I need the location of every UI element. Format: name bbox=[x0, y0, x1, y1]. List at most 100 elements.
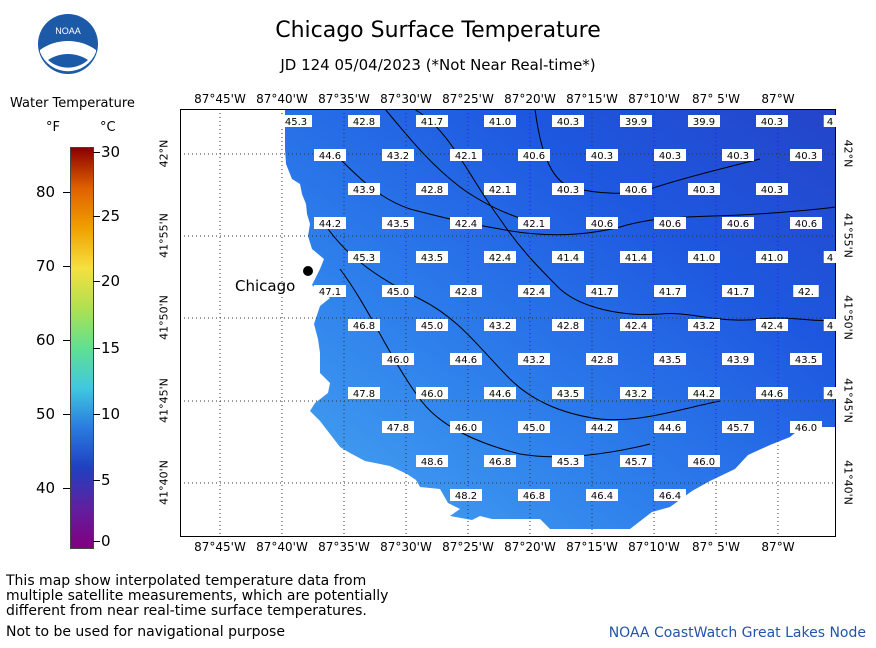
temperature-label-box bbox=[518, 421, 550, 433]
temperature-label: 44.2 bbox=[319, 219, 341, 230]
temperature-label-box bbox=[688, 183, 720, 195]
legend-c-tick: 10 bbox=[101, 405, 121, 423]
temperature-label-box bbox=[688, 319, 720, 331]
longitude-label-top: 87°W bbox=[761, 92, 795, 106]
temperature-label: 40.6 bbox=[523, 151, 545, 162]
temperature-label-box bbox=[586, 285, 618, 297]
temperature-label: 43.9 bbox=[727, 355, 749, 366]
temperature-label: 42.1 bbox=[523, 219, 545, 230]
temperature-label: 43.2 bbox=[625, 389, 647, 400]
legend-f-tick-mark bbox=[63, 414, 70, 415]
temperature-label: 46.4 bbox=[591, 491, 613, 502]
legend-f-tick-mark bbox=[63, 488, 70, 489]
temperature-label-box bbox=[722, 217, 754, 229]
temperature-label-box bbox=[348, 115, 380, 127]
temperature-label: 44.2 bbox=[591, 423, 613, 434]
temperature-label: 42.8 bbox=[421, 185, 443, 196]
temperature-label: 41.4 bbox=[557, 253, 579, 264]
temperature-label-box bbox=[552, 387, 584, 399]
temperature-label-box bbox=[450, 489, 482, 501]
temperature-label: 46.0 bbox=[387, 355, 409, 366]
temperature-contour-line bbox=[534, 109, 761, 194]
temperature-label: 42.8 bbox=[557, 321, 579, 332]
temperature-label-box bbox=[790, 217, 822, 229]
temperature-label: 42.4 bbox=[761, 321, 783, 332]
temperature-label-box bbox=[484, 183, 516, 195]
latitude-label-left: 41°45'N bbox=[157, 378, 171, 423]
temperature-label-box bbox=[484, 319, 516, 331]
temperature-label-box bbox=[586, 489, 618, 501]
temperature-label-box bbox=[552, 251, 584, 263]
legend-f-tick-mark bbox=[63, 340, 70, 341]
temperature-label: 42.4 bbox=[489, 253, 511, 264]
temperature-label: 41.7 bbox=[591, 287, 613, 298]
temperature-label-box bbox=[620, 183, 652, 195]
temperature-label: 40.3 bbox=[591, 151, 613, 162]
temperature-label-box bbox=[722, 421, 754, 433]
footer-note-line2: multiple satellite measurements, which a… bbox=[6, 588, 389, 604]
longitude-label-bot: 87°W bbox=[761, 540, 795, 554]
temperature-label-box bbox=[314, 217, 346, 229]
temperature-label-box bbox=[688, 387, 720, 399]
temperature-label-box bbox=[314, 285, 346, 297]
footer-note-line3: different from near real-time surface te… bbox=[6, 603, 367, 619]
temperature-label: 44.6 bbox=[455, 355, 477, 366]
temperature-label-box bbox=[280, 115, 312, 127]
temperature-label: 40.6 bbox=[591, 219, 613, 230]
longitude-label-top: 87° 5'W bbox=[692, 92, 740, 106]
legend-c-tick-mark bbox=[93, 414, 100, 415]
temperature-label: 41.7 bbox=[727, 287, 749, 298]
temperature-label: 48.6 bbox=[421, 457, 443, 468]
longitude-label-bot: 87°25'W bbox=[442, 540, 494, 554]
temperature-label-box bbox=[586, 217, 618, 229]
temperature-label-box bbox=[620, 251, 652, 263]
temperature-label: 40.6 bbox=[625, 185, 647, 196]
temperature-label-box bbox=[654, 285, 686, 297]
temperature-label: 40.3 bbox=[795, 151, 817, 162]
legend-f-tick: 70 bbox=[36, 257, 56, 275]
temperature-label: 41.7 bbox=[659, 287, 681, 298]
temperature-label: 40.3 bbox=[557, 117, 579, 128]
temperature-label: 45.0 bbox=[523, 423, 545, 434]
temperature-label: 40.3 bbox=[761, 117, 783, 128]
latitude-label-left: 41°50'N bbox=[157, 295, 171, 340]
legend-c-tick: 0 bbox=[101, 532, 111, 550]
temperature-label: 40.6 bbox=[659, 219, 681, 230]
temperature-label: 45.7 bbox=[625, 457, 647, 468]
temperature-label-box bbox=[793, 285, 819, 297]
temperature-label: 39.9 bbox=[625, 117, 647, 128]
temperature-label: 43.5 bbox=[557, 389, 579, 400]
temperature-label: 4 bbox=[827, 117, 833, 128]
temperature-label: 44.2 bbox=[693, 389, 715, 400]
page-title: Chicago Surface Temperature bbox=[275, 18, 601, 43]
temperature-label-box bbox=[484, 251, 516, 263]
temperature-label-box bbox=[518, 285, 550, 297]
noaa-logo-text: NOAA bbox=[55, 26, 81, 36]
legend-c-tick: 20 bbox=[101, 272, 121, 290]
temperature-label: 45.3 bbox=[353, 253, 375, 264]
temperature-label-box bbox=[416, 387, 448, 399]
temperature-label-box bbox=[450, 285, 482, 297]
temperature-label: 48.2 bbox=[455, 491, 477, 502]
latitude-label-left: 42°N bbox=[157, 139, 171, 168]
temperature-label-box bbox=[722, 353, 754, 365]
temperature-label-box bbox=[586, 353, 618, 365]
temperature-label: 44.6 bbox=[761, 389, 783, 400]
temperature-label: 45.3 bbox=[285, 117, 307, 128]
longitude-label-bot: 87°20'W bbox=[504, 540, 556, 554]
temperature-label: 42.8 bbox=[591, 355, 613, 366]
temperature-label-box bbox=[552, 455, 584, 467]
temperature-label: 47.1 bbox=[319, 287, 341, 298]
noaa-logo-icon: NOAA bbox=[38, 14, 98, 74]
temperature-label-box bbox=[756, 387, 788, 399]
longitude-label-bot: 87°40'W bbox=[256, 540, 308, 554]
legend-c-tick-mark bbox=[93, 281, 100, 282]
temperature-contour-line bbox=[413, 109, 837, 322]
temperature-label: 43.5 bbox=[659, 355, 681, 366]
latitude-label-right: 41°45'N bbox=[841, 378, 855, 423]
temperature-label-box bbox=[756, 183, 788, 195]
temperature-label-box bbox=[552, 319, 584, 331]
legend-c-tick: 15 bbox=[101, 339, 121, 357]
temperature-label-box bbox=[416, 251, 448, 263]
temperature-label: 46.0 bbox=[421, 389, 443, 400]
